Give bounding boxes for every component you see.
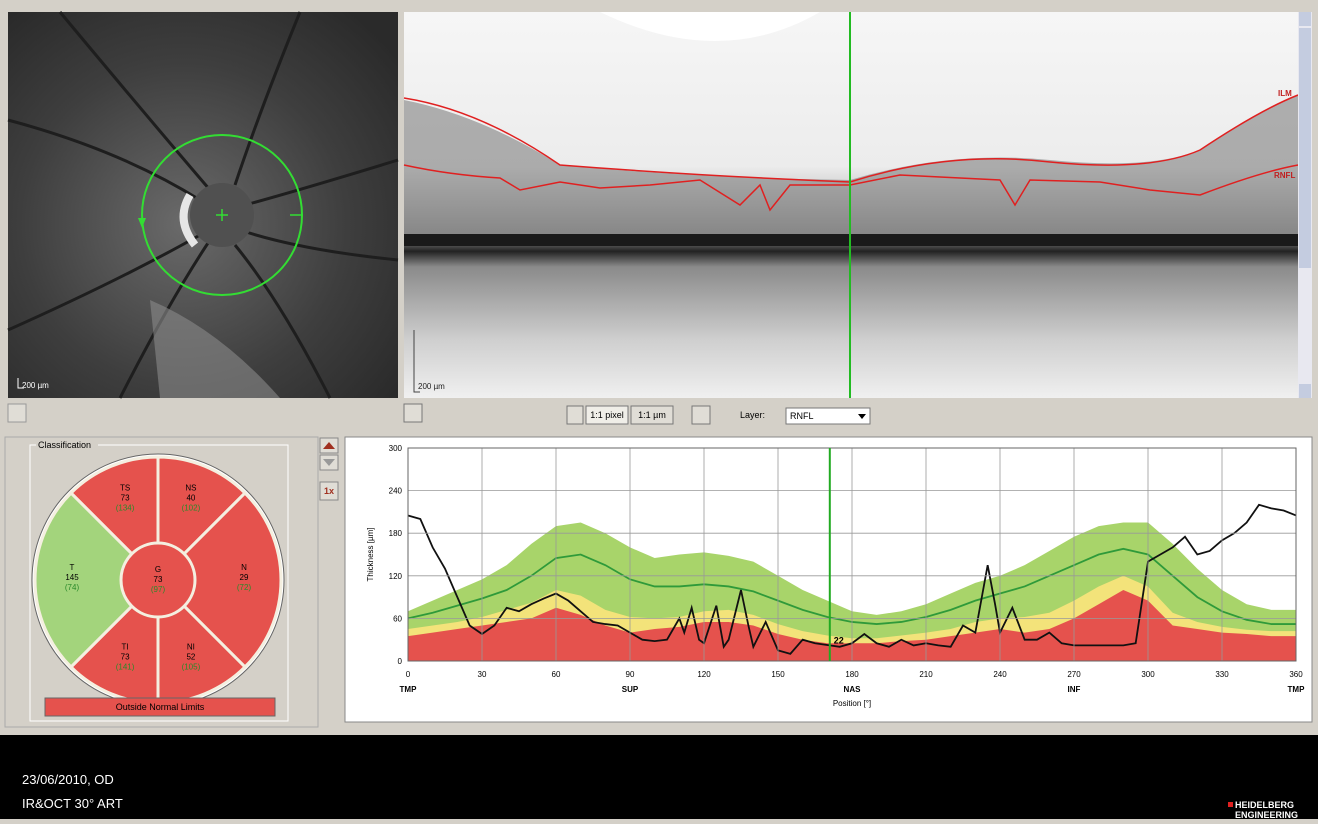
x-tick-label: 150 [771, 670, 785, 679]
sector-name: TI [122, 642, 129, 651]
sector-normal: (72) [237, 583, 252, 592]
x-tick-label: 90 [626, 670, 635, 679]
panel-title: Classification [38, 440, 91, 450]
x-tick-label: 330 [1215, 670, 1229, 679]
layer-tag: RNFL [1274, 171, 1295, 180]
result-text: Outside Normal Limits [116, 702, 205, 712]
sector-normal: (97) [151, 585, 166, 594]
y-tick-label: 120 [389, 572, 403, 581]
footer: 23/06/2010, OD IR&OCT 30° ART HEIDELBERG… [0, 735, 1318, 819]
oct-image: ILM RNFL 200 µm [404, 12, 1312, 398]
sector-normal: (74) [65, 583, 80, 592]
button-label: 1:1 µm [638, 410, 666, 420]
thickness-chart: 0 60 120 180 240 300 0 30 60 90 120 150 180 210 240 270… [345, 437, 1312, 722]
sector-value: 52 [186, 652, 195, 661]
sector-name: NS [185, 484, 196, 493]
x-axis-label: Position [°] [833, 699, 871, 708]
sector-normal: (102) [182, 504, 201, 513]
cursor-value: 22 [834, 635, 844, 645]
sector-value: 29 [240, 573, 249, 582]
x-tick-label: 120 [697, 670, 711, 679]
sector-value: 73 [154, 575, 163, 584]
button-label: 1:1 pixel [590, 410, 624, 420]
scale-label: 200 µm [418, 382, 445, 391]
y-axis-label: Thickness [µm] [366, 528, 375, 582]
brand: HEIDELBERG [1235, 800, 1294, 810]
region-label: TMP [400, 685, 418, 694]
side-buttons: 1x [320, 438, 338, 500]
region-label: TMP [1288, 685, 1306, 694]
x-tick-label: 300 [1141, 670, 1155, 679]
x-tick-label: 210 [919, 670, 933, 679]
pan-button[interactable] [404, 404, 422, 422]
x-tick-label: 360 [1289, 670, 1303, 679]
y-tick-label: 0 [398, 657, 403, 666]
classification-panel: Classification TS73(134)NS40(102)N29(72)… [5, 437, 318, 727]
exam-date: 23/06/2010, OD [22, 772, 114, 787]
layer-label: Layer: [740, 410, 765, 420]
y-tick-label: 240 [389, 487, 403, 496]
sector-normal: (141) [116, 662, 135, 671]
x-tick-label: 0 [406, 670, 411, 679]
exam-mode: IR&OCT 30° ART [22, 796, 123, 811]
x-tick-label: 60 [552, 670, 561, 679]
region-label: SUP [622, 685, 639, 694]
sector-value: 145 [65, 573, 79, 582]
x-tick-label: 30 [478, 670, 487, 679]
x-tick-label: 240 [993, 670, 1007, 679]
y-tick-label: 300 [389, 444, 403, 453]
brand: ENGINEERING [1235, 810, 1298, 819]
y-tick-label: 180 [389, 529, 403, 538]
x-tick-label: 270 [1067, 670, 1081, 679]
screen: 200 µm ILM RNFL 200 µm 1:1 pixel 1:1 µm … [0, 0, 1318, 819]
pan-button[interactable] [8, 404, 26, 422]
sector-name: NI [187, 642, 195, 651]
sector-name: TS [120, 484, 130, 493]
fit-button[interactable] [567, 406, 583, 424]
sector-name: N [241, 563, 247, 572]
y-tick-label: 60 [393, 614, 402, 623]
page: 200 µm ILM RNFL 200 µm 1:1 pixel 1:1 µm … [0, 0, 1318, 819]
x-tick-label: 180 [845, 670, 859, 679]
sector-name: G [155, 565, 161, 574]
region-label: NAS [844, 685, 862, 694]
tool-button[interactable] [692, 406, 710, 424]
sector-value: 40 [186, 494, 195, 503]
sector-normal: (134) [116, 504, 135, 513]
sector-name: T [70, 563, 75, 572]
layer-value: RNFL [790, 411, 814, 421]
region-label: INF [1068, 685, 1081, 694]
sector-normal: (105) [182, 662, 201, 671]
sector-value: 73 [121, 652, 130, 661]
sector-value: 73 [121, 494, 130, 503]
layer-tag: ILM [1278, 89, 1292, 98]
zoom-label: 1x [324, 486, 334, 496]
fundus-image: 200 µm [8, 12, 398, 398]
scale-label: 200 µm [22, 381, 49, 390]
